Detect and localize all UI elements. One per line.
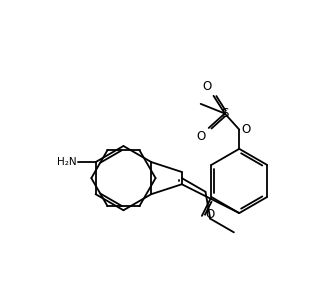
Text: O: O: [196, 130, 205, 142]
Text: O: O: [206, 208, 215, 221]
Text: H₂N: H₂N: [57, 157, 76, 167]
Text: O: O: [203, 80, 212, 93]
Text: S: S: [221, 107, 228, 120]
Text: O: O: [242, 123, 251, 136]
